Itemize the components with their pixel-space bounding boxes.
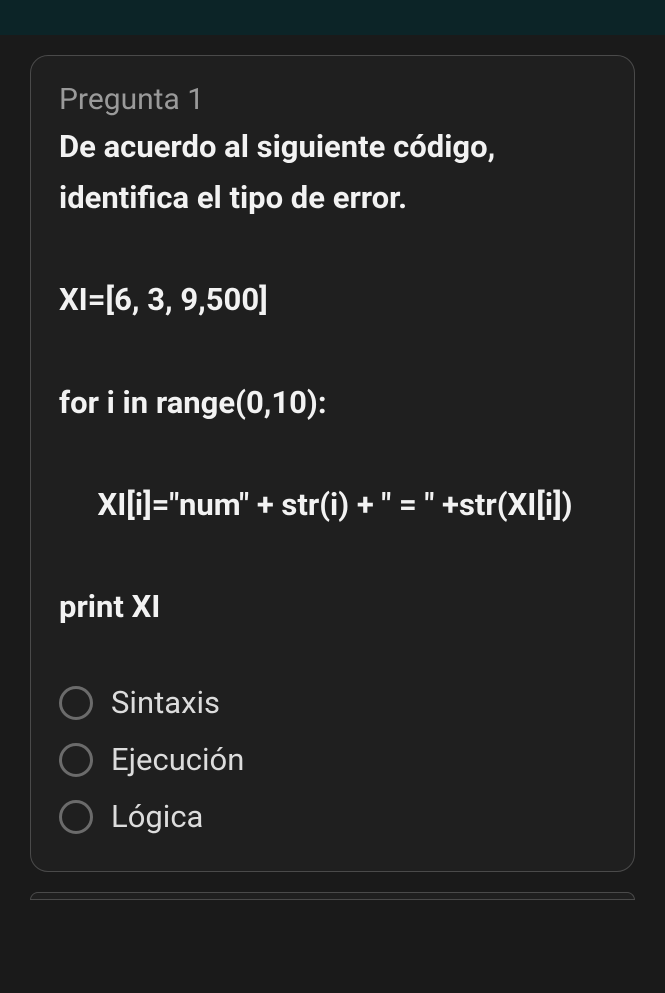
- radio-icon: [59, 686, 93, 720]
- radio-icon: [59, 743, 93, 777]
- option-logica[interactable]: Lógica: [59, 798, 606, 835]
- options-group: Sintaxis Ejecución Lógica: [59, 684, 606, 835]
- option-label: Ejecución: [111, 741, 244, 778]
- question-body: De acuerdo al siguiente código, identifi…: [59, 121, 606, 632]
- option-sintaxis[interactable]: Sintaxis: [59, 684, 606, 721]
- radio-icon: [59, 800, 93, 834]
- question-number-label: Pregunta 1: [59, 82, 606, 117]
- page-content: Pregunta 1 De acuerdo al siguiente códig…: [0, 35, 665, 900]
- next-question-card-peek: [30, 892, 635, 900]
- top-bar: [0, 0, 665, 35]
- option-label: Lógica: [111, 798, 203, 835]
- option-label: Sintaxis: [111, 684, 220, 721]
- option-ejecucion[interactable]: Ejecución: [59, 741, 606, 778]
- question-card: Pregunta 1 De acuerdo al siguiente códig…: [30, 55, 635, 872]
